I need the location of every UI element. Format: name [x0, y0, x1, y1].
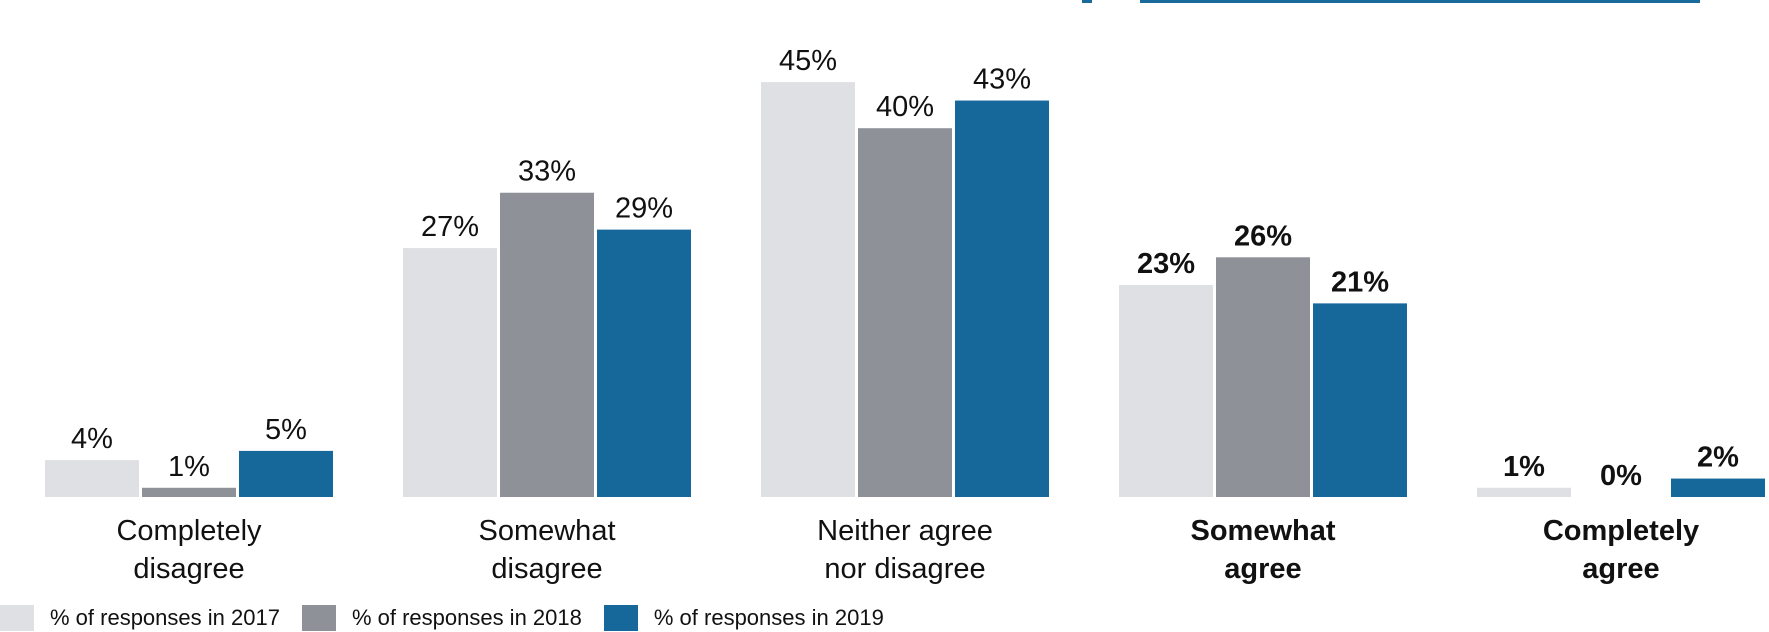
top-accent-line	[1140, 0, 1700, 3]
legend-swatch-2018	[301, 605, 336, 631]
category-label-3-line-2: nor disagree	[824, 553, 985, 585]
category-label-5-line-2: agree	[1582, 553, 1659, 585]
category-label-5-line-1: Completely	[1543, 515, 1699, 547]
bar-1-series-3	[239, 450, 333, 497]
legend-item-2019: % of responses in 2019	[603, 605, 884, 631]
bars-group	[45, 82, 1765, 498]
legend-label-2018: % of responses in 2018	[351, 605, 582, 630]
bar-2-series-1	[403, 248, 497, 497]
data-label-1-series-1: 4%	[71, 423, 113, 455]
category-labels-group: Completely disagree Somewhat disagree Neithe…	[116, 515, 1699, 585]
data-label-1-series-2: 1%	[168, 451, 210, 483]
bar-2-series-2	[500, 192, 594, 498]
data-label-2-series-1: 27%	[421, 211, 479, 243]
bar-3-series-3	[955, 100, 1049, 497]
data-label-2-series-2: 33%	[518, 156, 576, 188]
bar-1-series-2	[142, 487, 236, 497]
legend-swatch-2019	[603, 605, 638, 631]
legend-item-2017: % of responses in 2017	[0, 605, 280, 631]
bar-1-series-1	[45, 460, 139, 497]
data-label-4-series-1: 23%	[1137, 248, 1195, 280]
top-accent-line	[1082, 0, 1092, 3]
category-label-1-line-1: Completely	[116, 515, 262, 547]
legend-label-2017: % of responses in 2017	[50, 605, 280, 630]
bar-4-series-1	[1119, 284, 1213, 497]
category-label-3-line-1: Neither agree	[817, 515, 993, 547]
bar-5-series-1	[1477, 487, 1571, 497]
data-label-5-series-3: 2%	[1697, 442, 1739, 474]
bar-4-series-2	[1216, 257, 1310, 497]
bar-3-series-1	[761, 82, 855, 497]
data-label-3-series-2: 40%	[876, 91, 934, 123]
data-label-3-series-1: 45%	[779, 45, 837, 77]
data-label-3-series-3: 43%	[973, 64, 1031, 96]
legend-item-2018: % of responses in 2018	[301, 605, 582, 631]
data-label-5-series-2: 0%	[1600, 460, 1642, 492]
legend-label-2019: % of responses in 2019	[653, 605, 884, 630]
bar-3-series-2	[858, 128, 952, 497]
category-label-4-line-2: agree	[1224, 553, 1301, 585]
legend: % of responses in 2017 % of responses in…	[0, 604, 906, 632]
category-label-1-line-2: disagree	[133, 553, 244, 585]
data-label-4-series-3: 21%	[1331, 266, 1389, 298]
category-label-2-line-2: disagree	[491, 553, 602, 585]
category-label-2-line-1: Somewhat	[478, 515, 615, 547]
data-label-4-series-2: 26%	[1234, 220, 1292, 252]
value-labels-group: 4% 1% 5% 27% 33% 29% 45% 40% 43% 23% 26% 21% 1% 0% 2%	[71, 45, 1739, 492]
legend-swatch-2017	[0, 605, 34, 631]
data-label-2-series-3: 29%	[615, 193, 673, 225]
bar-4-series-3	[1313, 303, 1407, 497]
bar-5-series-3	[1671, 478, 1765, 497]
category-label-4-line-1: Somewhat	[1190, 515, 1335, 547]
data-label-5-series-1: 1%	[1503, 451, 1545, 483]
bar-2-series-3	[597, 229, 691, 497]
data-label-1-series-3: 5%	[265, 414, 307, 446]
